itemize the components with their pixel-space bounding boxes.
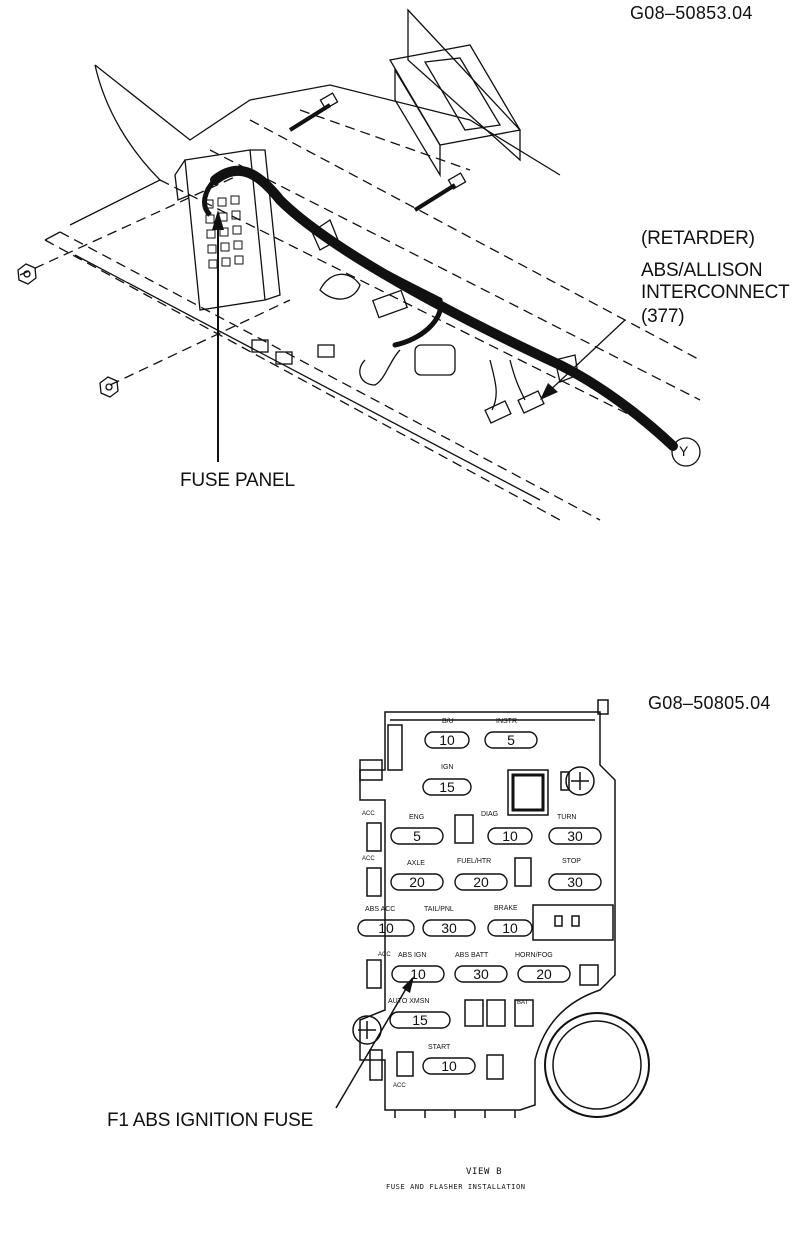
fuse-rating-brake: 10: [502, 920, 518, 936]
fuse-rating-horn-fog: 20: [536, 966, 552, 982]
circuit-number-label: (377): [641, 306, 685, 327]
bottom-figure-ref-code: G08–50805.04: [648, 693, 771, 713]
fuse-name-axle: AXLE: [407, 860, 425, 867]
top-figure-ref-code: G08–50853.04: [630, 3, 753, 23]
fuse-rating-abs-acc: 10: [378, 920, 394, 936]
fuse-rating-instr: 5: [507, 732, 515, 748]
acc-label-4: ACC: [393, 1083, 406, 1089]
fuse-name-horn-fog: HORN/FOG: [515, 952, 553, 959]
acc-label-1: ACC: [362, 811, 375, 817]
fuse-name-diag: DIAG: [481, 811, 498, 818]
fuse-name-abs-acc: ABS ACC: [365, 906, 395, 913]
connector-y-label: Y: [679, 443, 689, 459]
fuse-rating-ign: 15: [439, 779, 455, 795]
fuse-name-turn: TURN: [557, 814, 576, 821]
acc-label-3: ACC: [378, 952, 391, 958]
fuse-rating-auto-xmsn: 15: [412, 1012, 428, 1028]
fuse-name-stop: STOP: [562, 858, 581, 865]
fuse-name-tail-pnl: TAIL/PNL: [424, 906, 454, 913]
view-caption: FUSE AND FLASHER INSTALLATION: [386, 1183, 526, 1191]
abs-ignition-fuse-callout: F1 ABS IGNITION FUSE: [107, 1110, 314, 1131]
abs-allison-label: ABS/ALLISON: [641, 260, 763, 281]
view-b-label: VIEW B: [466, 1167, 503, 1177]
fuse-name-eng: ENG: [409, 814, 424, 821]
fuse-panel-label: FUSE PANEL: [180, 470, 295, 491]
fuse-name-fuel-htr: FUEL/HTR: [457, 858, 491, 865]
fuse-rating-turn: 30: [567, 828, 583, 844]
fuse-rating-tail-pnl: 30: [441, 920, 457, 936]
harness-illustration: [17, 8, 701, 521]
interconnect-label: INTERCONNECT: [641, 282, 790, 303]
fuse-name-brake: BRAKE: [494, 905, 518, 912]
fuse-rating-bu: 10: [439, 732, 455, 748]
bat-label: BAT: [517, 1000, 529, 1006]
fuse-name-abs-batt: ABS BATT: [455, 952, 489, 959]
fuse-rating-abs-ign: 10: [410, 966, 426, 982]
fuse-name-bu: B/U: [442, 718, 454, 725]
fuse-rating-diag: 10: [502, 828, 518, 844]
fuse-name-instr: INSTR: [496, 718, 517, 725]
acc-label-2: ACC: [362, 856, 375, 862]
fuse-rating-fuel-htr: 20: [473, 874, 489, 890]
fuse-name-start: START: [428, 1044, 451, 1051]
fuse-rating-abs-batt: 30: [473, 966, 489, 982]
retarder-label: (RETARDER): [641, 228, 755, 249]
fuse-name-abs-ign: ABS IGN: [398, 952, 426, 959]
fuse-name-ign: IGN: [441, 764, 453, 771]
fuse-rating-eng: 5: [413, 828, 421, 844]
fuse-rating-stop: 30: [567, 874, 583, 890]
fuse-name-auto-xmsn: AUTO XMSN: [388, 998, 430, 1005]
fuse-rating-start: 10: [441, 1058, 457, 1074]
fuse-rating-axle: 20: [409, 874, 425, 890]
